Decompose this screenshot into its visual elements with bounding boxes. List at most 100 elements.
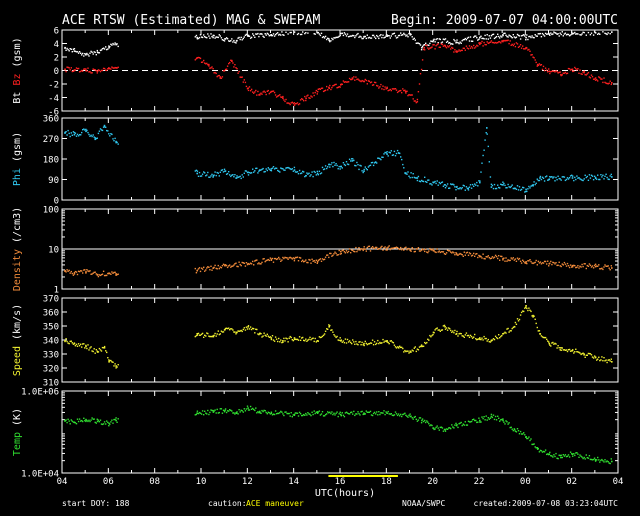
- data-point: [431, 46, 433, 48]
- data-point: [585, 74, 587, 76]
- data-point: [474, 183, 476, 185]
- data-point: [518, 433, 521, 435]
- data-point: [296, 412, 299, 414]
- data-point: [291, 258, 293, 260]
- data-point: [492, 257, 495, 259]
- data-point: [575, 452, 577, 454]
- data-point: [474, 35, 476, 37]
- data-point: [369, 410, 372, 413]
- data-point: [200, 61, 203, 63]
- data-point: [394, 155, 397, 157]
- data-point: [437, 251, 439, 253]
- data-point: [295, 256, 298, 259]
- data-point: [461, 187, 463, 189]
- data-point: [446, 45, 449, 47]
- data-point: [491, 416, 494, 419]
- data-point: [543, 35, 546, 37]
- data-point: [367, 245, 370, 248]
- data-point: [438, 38, 440, 40]
- data-point: [597, 80, 599, 82]
- data-point: [388, 89, 390, 91]
- data-point: [239, 330, 241, 332]
- data-point: [342, 249, 345, 251]
- data-point: [436, 425, 438, 427]
- data-point: [208, 65, 210, 67]
- data-point: [308, 413, 310, 415]
- data-point: [243, 172, 245, 174]
- data-point: [336, 164, 338, 167]
- data-point: [449, 427, 451, 429]
- data-point: [290, 257, 292, 259]
- data-point: [500, 35, 502, 37]
- data-point: [196, 269, 198, 272]
- data-point: [242, 81, 244, 83]
- data-point: [559, 71, 561, 73]
- data-point: [385, 411, 387, 413]
- data-point: [494, 36, 497, 39]
- data-point: [292, 414, 294, 416]
- data-point: [250, 328, 253, 331]
- data-point: [373, 81, 376, 84]
- data-point: [403, 249, 405, 251]
- data-point: [476, 421, 478, 424]
- data-point: [432, 427, 435, 429]
- data-point: [495, 337, 498, 339]
- data-point: [369, 37, 372, 39]
- data-point: [293, 413, 296, 416]
- data-point: [293, 257, 296, 260]
- data-point: [78, 418, 81, 420]
- data-point: [608, 359, 610, 361]
- data-point: [200, 267, 203, 269]
- data-point: [379, 158, 381, 160]
- data-point: [295, 412, 298, 414]
- data-point: [74, 270, 77, 273]
- data-point: [209, 176, 211, 178]
- data-point: [197, 56, 200, 59]
- data-point: [449, 250, 451, 252]
- y-axis-label-part: Speed: [12, 346, 23, 376]
- data-point: [313, 33, 315, 35]
- data-point: [73, 69, 76, 71]
- data-point: [571, 264, 574, 267]
- data-point: [230, 59, 232, 61]
- data-point: [268, 35, 270, 37]
- data-point: [444, 428, 446, 431]
- data-point: [114, 42, 116, 44]
- data-point: [422, 248, 425, 251]
- data-point: [98, 421, 101, 423]
- data-point: [463, 424, 465, 426]
- data-point: [329, 40, 331, 43]
- data-point: [515, 188, 518, 190]
- data-point: [458, 423, 460, 425]
- data-point: [544, 32, 547, 35]
- data-point: [569, 34, 572, 36]
- data-point: [518, 186, 521, 188]
- y-tick-label: 90: [48, 176, 59, 186]
- data-point: [573, 264, 575, 267]
- data-point: [85, 271, 87, 273]
- data-point: [70, 132, 72, 134]
- data-point: [337, 254, 339, 256]
- data-point: [97, 69, 100, 71]
- data-point: [536, 447, 538, 449]
- data-point: [452, 43, 454, 45]
- data-point: [509, 40, 511, 42]
- data-point: [487, 417, 489, 419]
- data-point: [408, 414, 410, 416]
- data-point: [418, 417, 421, 419]
- data-point: [367, 411, 370, 413]
- data-point: [557, 72, 559, 74]
- data-point: [446, 40, 449, 42]
- created-time: created:2009-07-08 03:23:04UTC: [474, 499, 619, 508]
- data-point: [66, 340, 68, 343]
- data-point: [273, 257, 276, 260]
- data-point: [455, 422, 457, 425]
- data-point: [609, 462, 611, 465]
- data-point: [215, 335, 217, 337]
- data-point: [564, 179, 567, 182]
- data-point: [456, 330, 458, 333]
- data-point: [510, 330, 512, 332]
- data-point: [231, 328, 233, 330]
- data-point: [489, 37, 492, 39]
